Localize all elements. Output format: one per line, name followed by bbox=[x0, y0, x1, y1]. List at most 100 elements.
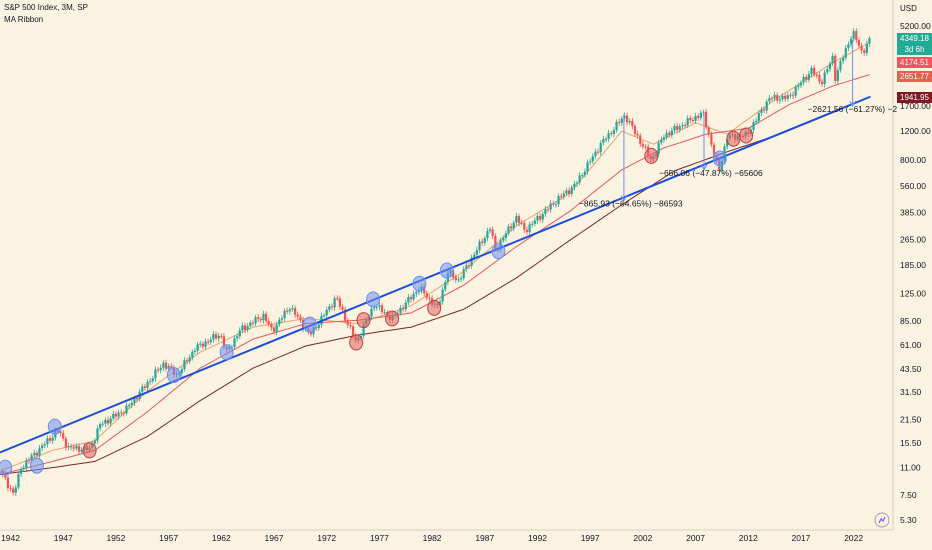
candle-body bbox=[159, 367, 162, 371]
measure-label: −2621.56 (−61.27%) −2 bbox=[808, 104, 898, 114]
candle-body bbox=[48, 438, 52, 441]
candle-body bbox=[660, 139, 663, 143]
candle-body bbox=[222, 336, 226, 347]
candle-body bbox=[778, 99, 781, 101]
candle-body bbox=[120, 412, 123, 414]
time-axis[interactable]: 1942 1947 1952 1957 1962 1967 1972 1977 1982 1987… bbox=[1, 533, 863, 543]
touch-circle-blue bbox=[0, 459, 13, 476]
candle-body bbox=[146, 381, 149, 388]
y-tick-label: 125.00 bbox=[900, 288, 926, 298]
y-tick-label: 185.00 bbox=[900, 260, 926, 270]
measure-layer[interactable]: −865.93 (−64.65%) −86593 −656.06 (−47.87%… bbox=[579, 39, 898, 209]
logo-mark-icon bbox=[878, 516, 886, 524]
candle-body bbox=[591, 156, 594, 162]
candle-body bbox=[515, 216, 518, 223]
tradingview-logo[interactable] bbox=[874, 512, 890, 528]
ma-mid-value-tag: 2651.77 bbox=[897, 71, 932, 82]
touch-circle-blue bbox=[47, 418, 62, 435]
candle-body bbox=[330, 306, 334, 308]
candle-body bbox=[678, 126, 681, 130]
candle-body bbox=[618, 121, 621, 123]
x-tick-label: 1992 bbox=[528, 533, 547, 543]
candle-body bbox=[826, 68, 829, 73]
candle-body bbox=[251, 322, 255, 324]
y-tick-label: 11.00 bbox=[900, 463, 921, 473]
candle-body bbox=[475, 250, 478, 255]
y-tick-label: 800.00 bbox=[900, 155, 926, 165]
candle-body bbox=[101, 423, 104, 425]
candle-body bbox=[128, 405, 131, 407]
candle-body bbox=[488, 229, 492, 231]
candle-body bbox=[193, 350, 197, 352]
x-tick-label: 1977 bbox=[370, 533, 389, 543]
candle-body bbox=[407, 297, 410, 303]
candle-body bbox=[362, 324, 365, 337]
candle-body bbox=[454, 277, 457, 280]
touch-circles-layer bbox=[0, 127, 754, 476]
candle-body bbox=[412, 293, 415, 300]
x-tick-label: 2012 bbox=[739, 533, 758, 543]
candle-body bbox=[112, 413, 115, 419]
touch-circle-red bbox=[427, 299, 442, 316]
candle-body bbox=[141, 386, 144, 392]
candle-body bbox=[557, 196, 560, 205]
candle-body bbox=[183, 360, 186, 370]
candle-body bbox=[296, 314, 299, 317]
candle-body bbox=[641, 143, 644, 147]
candle-body bbox=[494, 235, 497, 249]
candle-body bbox=[72, 447, 75, 449]
candle-body bbox=[620, 118, 623, 123]
candle-body bbox=[633, 126, 637, 134]
y-tick-label: 5200.00 bbox=[900, 21, 931, 31]
y-tick-label: 1700.00 bbox=[900, 101, 931, 111]
candle-body bbox=[27, 460, 31, 462]
candle-body bbox=[612, 130, 615, 134]
candle-body bbox=[562, 193, 565, 197]
candle-body bbox=[341, 306, 344, 310]
candle-body bbox=[689, 118, 692, 120]
candle-body bbox=[863, 50, 866, 54]
candle-body bbox=[673, 125, 676, 131]
candle-body bbox=[586, 162, 589, 172]
indicator-label[interactable]: MA Ribbon bbox=[4, 15, 44, 24]
touch-circle-red bbox=[385, 310, 400, 327]
candle-body bbox=[109, 418, 112, 424]
measure-arrow-icon bbox=[620, 195, 628, 202]
touch-circle-blue bbox=[219, 344, 234, 361]
candle-body bbox=[293, 308, 297, 315]
ma-fast-value-tag: 4174.51 bbox=[897, 57, 932, 68]
candle-body bbox=[486, 230, 489, 239]
candle-body bbox=[267, 321, 270, 325]
y-tick-label: 31.50 bbox=[900, 387, 922, 397]
candle-body bbox=[570, 187, 573, 194]
candle-body bbox=[233, 338, 236, 347]
candle-body bbox=[122, 412, 125, 414]
candle-body bbox=[438, 301, 442, 306]
candle-body bbox=[270, 324, 273, 328]
candle-body bbox=[217, 335, 220, 339]
candle-body bbox=[30, 455, 33, 461]
candle-body bbox=[62, 433, 65, 439]
touch-circle-blue bbox=[29, 457, 44, 474]
candle-body bbox=[280, 318, 284, 320]
candle-body bbox=[752, 122, 755, 130]
candle-body bbox=[554, 204, 558, 206]
candle-body bbox=[43, 444, 46, 446]
price-axis[interactable]: 5200.002500.001700.001200.00800.00560.00… bbox=[900, 21, 931, 525]
candle-body bbox=[657, 142, 660, 154]
x-tick-label: 1942 bbox=[1, 533, 20, 543]
candle-body bbox=[631, 120, 634, 127]
candle-body bbox=[99, 424, 102, 429]
x-tick-label: 2022 bbox=[844, 533, 863, 543]
candle-body bbox=[799, 82, 803, 86]
x-tick-label: 2007 bbox=[686, 533, 705, 543]
candle-body bbox=[338, 298, 341, 307]
candle-body bbox=[602, 139, 605, 143]
candle-body bbox=[773, 94, 776, 99]
candle-body bbox=[815, 74, 818, 76]
chart-title: S&P 500 Index, 3M, SP bbox=[4, 3, 88, 12]
candle-body bbox=[791, 94, 795, 96]
candle-body bbox=[349, 324, 352, 327]
candle-body bbox=[9, 487, 12, 489]
